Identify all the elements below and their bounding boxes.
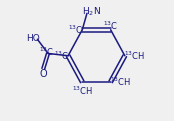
Text: $^{13}$C: $^{13}$C <box>103 20 118 32</box>
Text: $^{13}$C: $^{13}$C <box>54 50 69 62</box>
Text: $^{13}$C: $^{13}$C <box>39 46 54 58</box>
Text: H$_2$N: H$_2$N <box>82 6 101 18</box>
Text: HO: HO <box>26 34 39 43</box>
Text: $^{13}$CH: $^{13}$CH <box>110 76 131 88</box>
Text: $^{13}$CH: $^{13}$CH <box>124 50 145 62</box>
Text: $^{13}$CH: $^{13}$CH <box>72 85 93 97</box>
Text: O: O <box>39 68 47 79</box>
Text: $^{13}$C: $^{13}$C <box>68 24 83 36</box>
